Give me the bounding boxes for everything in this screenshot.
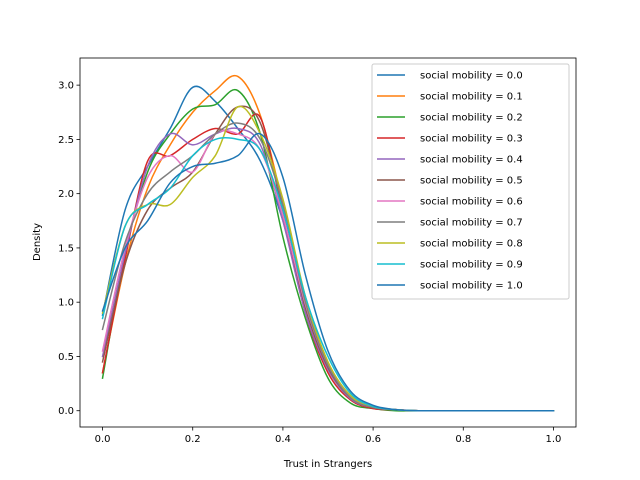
legend: social mobility = 0.0 social mobility = 0… — [371, 63, 570, 300]
legend-entry: social mobility = 0.7 — [420, 218, 523, 229]
y-tick-label: 1.0 — [58, 298, 74, 309]
x-axis-ticks: 0.0 0.2 0.4 0.6 0.8 1.0 — [95, 427, 562, 445]
series-lines — [101, 74, 555, 412]
legend-entry: social mobility = 0.9 — [420, 260, 523, 271]
legend-box — [371, 63, 570, 300]
legend-entry: social mobility = 0.3 — [420, 134, 523, 145]
legend-entry: social mobility = 0.0 — [420, 71, 523, 82]
x-tick-label: 0.6 — [365, 434, 381, 445]
x-tick-label: 1.0 — [546, 434, 562, 445]
y-axis-label: Density — [32, 223, 43, 261]
y-tick-label: 0.5 — [58, 352, 74, 363]
legend-entry: social mobility = 0.5 — [420, 176, 523, 187]
x-tick-label: 0.0 — [95, 434, 111, 445]
legend-entry: social mobility = 1.0 — [420, 281, 523, 292]
x-tick-label: 0.8 — [455, 434, 471, 445]
legend-entry: social mobility = 0.6 — [420, 197, 523, 208]
legend-entry: social mobility = 0.4 — [420, 155, 523, 166]
legend-entry: social mobility = 0.1 — [420, 92, 523, 103]
series-line-10 — [101, 132, 555, 412]
axes-frame — [79, 57, 577, 428]
y-tick-label: 2.5 — [58, 135, 74, 146]
y-tick-label: 2.0 — [58, 189, 74, 200]
legend-entry: social mobility = 0.8 — [420, 239, 523, 250]
y-tick-label: 0.0 — [58, 406, 74, 417]
y-tick-label: 3.0 — [58, 81, 74, 92]
y-axis-ticks: 0.0 0.5 1.0 1.5 2.0 2.5 3.0 — [58, 81, 80, 417]
y-tick-label: 1.5 — [58, 243, 74, 254]
legend-entry: social mobility = 0.2 — [420, 113, 523, 124]
x-axis-label: Trust in Strangers — [283, 459, 372, 470]
x-tick-label: 0.4 — [275, 434, 291, 445]
x-tick-label: 0.2 — [185, 434, 201, 445]
